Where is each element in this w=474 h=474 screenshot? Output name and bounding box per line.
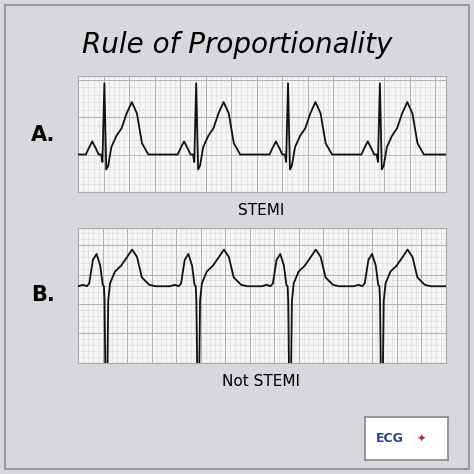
Text: STEMI: STEMI <box>237 203 284 219</box>
Text: B.: B. <box>31 285 55 305</box>
Text: ✦: ✦ <box>417 433 426 444</box>
Text: ECG: ECG <box>376 432 404 445</box>
Text: Rule of Proportionality: Rule of Proportionality <box>82 31 392 59</box>
Text: A.: A. <box>30 125 55 145</box>
Text: Not STEMI: Not STEMI <box>222 374 300 389</box>
